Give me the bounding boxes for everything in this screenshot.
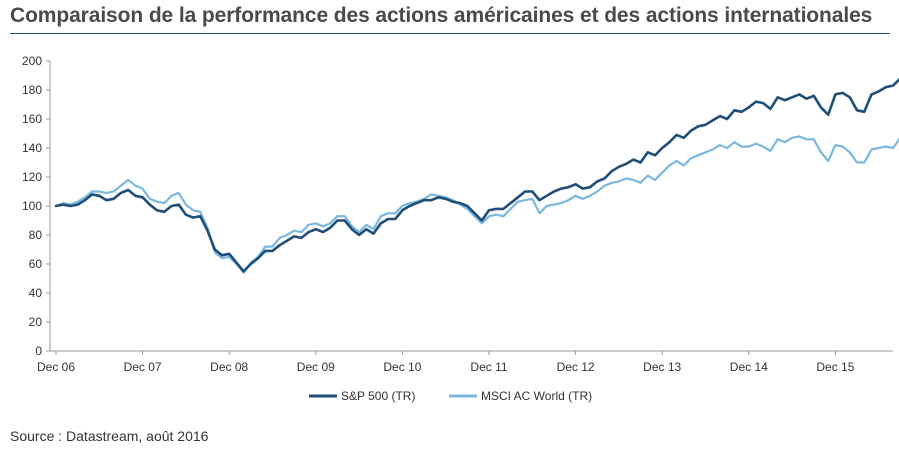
chart-title: Comparaison de la performance des action… xyxy=(10,4,873,27)
y-tick-label: 20 xyxy=(29,315,43,329)
x-tick-label: Dec 06 xyxy=(37,360,75,374)
source-note: Source : Datastream, août 2016 xyxy=(10,428,209,444)
y-tick-label: 180 xyxy=(22,83,42,97)
chart-series xyxy=(54,77,899,274)
chart-legend: S&P 500 (TR) MSCI AC World (TR) xyxy=(309,389,592,403)
x-tick-label: Dec 09 xyxy=(297,360,335,374)
y-tick-label: 140 xyxy=(22,141,42,155)
y-tick-label: 40 xyxy=(29,286,43,300)
y-tick-label: 200 xyxy=(22,54,42,68)
line-chart: 0 20 40 60 80 100 120 140 160 180 200 Dec 06 Dec 07 D… xyxy=(22,54,899,403)
x-tick-label: Dec 10 xyxy=(383,360,421,374)
x-tick-label: Dec 15 xyxy=(816,360,854,374)
y-tick-label: 120 xyxy=(22,170,42,184)
legend-label: S&P 500 (TR) xyxy=(341,389,415,403)
y-tick-label: 100 xyxy=(22,199,42,213)
series-line xyxy=(54,135,899,274)
legend-label: MSCI AC World (TR) xyxy=(481,389,592,403)
x-tick-label: Dec 11 xyxy=(470,360,507,374)
y-tick-label: 60 xyxy=(29,257,43,271)
y-tick-label: 160 xyxy=(22,112,42,126)
x-tick-label: Dec 12 xyxy=(557,360,595,374)
x-tick-label: Dec 07 xyxy=(124,360,162,374)
y-tick-label: 80 xyxy=(29,228,43,242)
title-underline xyxy=(10,33,890,34)
chart-axes: 0 20 40 60 80 100 120 140 160 180 200 Dec 06 Dec 07 D… xyxy=(22,54,893,374)
x-tick-label: Dec 14 xyxy=(730,360,768,374)
series-line xyxy=(54,77,899,273)
y-tick-label: 0 xyxy=(35,344,42,358)
x-tick-label: Dec 08 xyxy=(210,360,248,374)
x-tick-label: Dec 13 xyxy=(643,360,681,374)
